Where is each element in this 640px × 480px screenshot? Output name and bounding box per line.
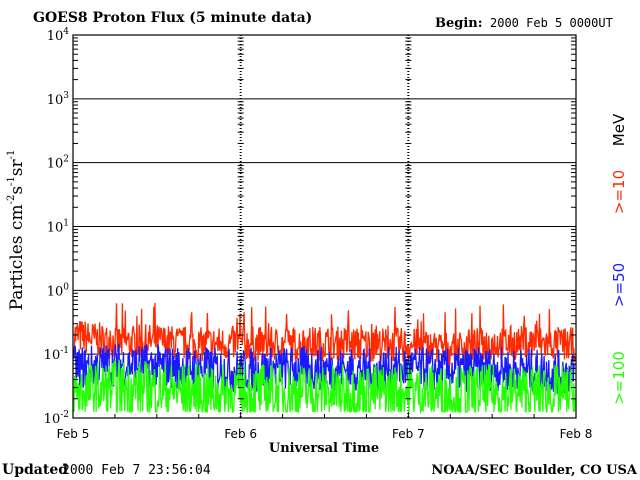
series-line bbox=[73, 358, 576, 415]
x-tick-label: Feb 5 bbox=[57, 427, 90, 441]
x-axis-label: Universal Time bbox=[269, 441, 379, 456]
axis-layer: 10-2 10-1 100 101 102 103 104 Feb 5 Feb 6 Feb 7 Fe… bbox=[44, 27, 593, 441]
chart-title: GOES8 Proton Flux (5 minute data) bbox=[33, 10, 312, 26]
updated-label: Updated bbox=[2, 462, 68, 478]
y-tick-label: 102 bbox=[47, 155, 69, 172]
legend-ge10: >=10 bbox=[610, 170, 628, 214]
series-line bbox=[73, 343, 576, 394]
y-tick-label: 101 bbox=[47, 219, 69, 236]
y-tick-label: 10-2 bbox=[44, 410, 69, 427]
y-tick-label: 103 bbox=[47, 91, 70, 108]
legend-units: MeV bbox=[610, 113, 628, 146]
legend-ge50: >=50 bbox=[610, 263, 628, 307]
legend-ge100: >=100 bbox=[610, 351, 628, 405]
x-tick-label: Feb 6 bbox=[224, 427, 257, 441]
series-layer bbox=[73, 302, 576, 415]
y-axis-label: Particles cm-2s-1sr-1 bbox=[6, 150, 27, 311]
updated-value: 2000 Feb 7 23:56:04 bbox=[62, 463, 211, 478]
y-tick-label: 100 bbox=[47, 282, 70, 299]
series-line bbox=[73, 302, 576, 366]
y-tick-label: 10-1 bbox=[44, 346, 69, 363]
y-tick-label: 104 bbox=[47, 27, 70, 44]
legend: MeV >=10 >=50 >=100 bbox=[610, 113, 628, 405]
begin-label: Begin: bbox=[435, 16, 483, 31]
begin-value: 2000 Feb 5 0000UT bbox=[490, 16, 613, 30]
x-tick-label: Feb 8 bbox=[560, 427, 593, 441]
grid-layer bbox=[73, 35, 576, 418]
x-tick-label: Feb 7 bbox=[392, 427, 425, 441]
credit-text: NOAA/SEC Boulder, CO USA bbox=[431, 463, 638, 478]
